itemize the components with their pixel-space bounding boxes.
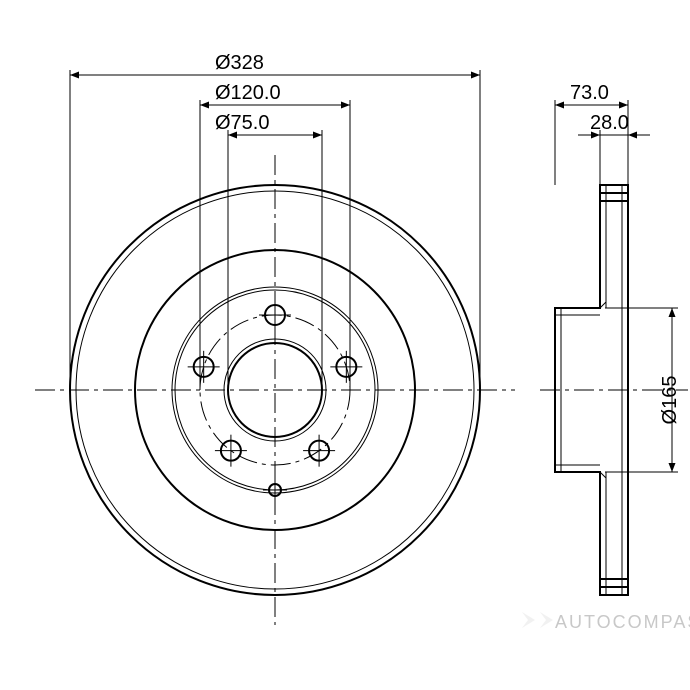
svg-text:Ø120.0: Ø120.0 [215, 82, 281, 104]
technical-drawing: AUTOCOMPAS [0, 0, 690, 690]
svg-text:Ø75.0: Ø75.0 [215, 112, 269, 134]
svg-text:Ø165: Ø165 [659, 376, 681, 425]
svg-text:28.0: 28.0 [590, 112, 629, 134]
dimensions: Ø328 Ø120.0 Ø75.0 73.0 28.0 Ø165 [70, 52, 681, 472]
watermark-logo [522, 612, 553, 628]
watermark-text: AUTOCOMPAS [555, 612, 690, 632]
extension-lines [70, 70, 678, 472]
front-view [35, 155, 515, 625]
svg-text:73.0: 73.0 [570, 82, 609, 104]
locator-hole [263, 478, 287, 502]
svg-text:Ø328: Ø328 [215, 52, 264, 74]
